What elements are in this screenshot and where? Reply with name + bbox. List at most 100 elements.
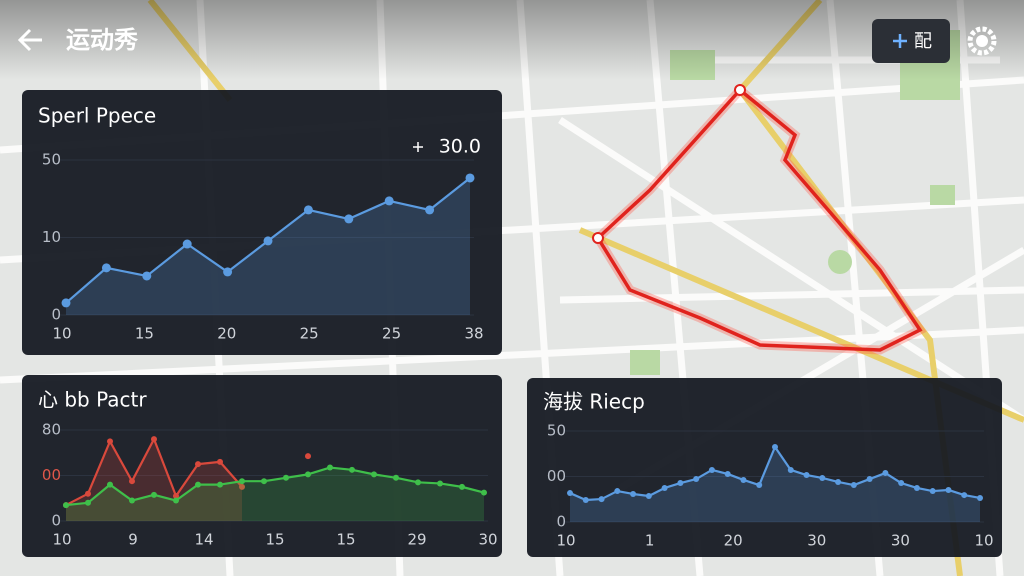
data-point bbox=[239, 478, 245, 485]
data-point bbox=[708, 466, 715, 473]
data-point bbox=[61, 298, 71, 308]
data-point bbox=[261, 478, 267, 485]
data-point bbox=[107, 481, 113, 488]
data-point bbox=[567, 490, 573, 497]
data-point bbox=[371, 471, 377, 478]
x-label: 38 bbox=[464, 325, 483, 343]
data-point bbox=[598, 496, 605, 503]
data-point bbox=[945, 486, 952, 493]
data-point bbox=[384, 196, 394, 206]
badge-value: 30.0 bbox=[439, 136, 481, 158]
series-area bbox=[66, 177, 470, 315]
x-label: 30 bbox=[478, 531, 497, 549]
data-point bbox=[850, 482, 857, 489]
data-point bbox=[85, 490, 91, 497]
data-point bbox=[344, 214, 354, 224]
data-point bbox=[437, 480, 443, 487]
settings-button[interactable] bbox=[967, 26, 997, 56]
series-line bbox=[65, 466, 485, 507]
chart-title: 心 bb Pactr bbox=[38, 388, 147, 412]
chart-card bbox=[22, 90, 502, 355]
x-label: 10 bbox=[974, 532, 993, 550]
y-label: 10 bbox=[42, 228, 61, 246]
x-label: 10 bbox=[556, 532, 575, 550]
data-point bbox=[882, 470, 889, 477]
x-label: 29 bbox=[407, 531, 426, 549]
data-point bbox=[819, 474, 826, 481]
x-label: 15 bbox=[336, 531, 355, 549]
y-label: 00 bbox=[547, 467, 566, 485]
y-label: 0 bbox=[556, 513, 566, 531]
series-area bbox=[66, 467, 484, 521]
app-title: 运动秀 bbox=[66, 26, 138, 54]
data-point bbox=[645, 492, 652, 499]
data-point bbox=[283, 474, 289, 481]
data-point bbox=[481, 489, 487, 496]
x-label: 20 bbox=[217, 325, 236, 343]
settings-center bbox=[976, 35, 988, 47]
x-label: 15 bbox=[135, 325, 154, 343]
badge-plus bbox=[413, 142, 423, 152]
x-label: 1 bbox=[645, 532, 655, 550]
data-point bbox=[898, 480, 905, 487]
x-label: 15 bbox=[265, 531, 284, 549]
data-point bbox=[239, 483, 245, 490]
route-marker bbox=[592, 232, 604, 244]
data-point bbox=[961, 492, 968, 499]
data-point bbox=[182, 239, 192, 249]
data-point bbox=[803, 472, 810, 479]
data-point bbox=[459, 483, 465, 490]
data-point bbox=[305, 471, 311, 478]
data-point bbox=[101, 263, 111, 273]
x-label: 10 bbox=[52, 325, 71, 343]
route bbox=[595, 87, 923, 352]
data-point bbox=[929, 488, 936, 495]
x-label: 30 bbox=[807, 532, 826, 550]
series-area bbox=[570, 447, 980, 522]
data-point bbox=[835, 478, 842, 485]
data-point bbox=[614, 488, 621, 495]
data-point bbox=[142, 271, 152, 281]
data-point bbox=[415, 479, 421, 486]
y-label: 0 bbox=[51, 512, 61, 530]
x-label: 9 bbox=[128, 531, 138, 549]
y-label: 0 bbox=[51, 306, 61, 324]
data-point bbox=[303, 205, 313, 215]
data-point bbox=[327, 464, 333, 471]
data-point bbox=[195, 461, 201, 468]
chart-card bbox=[527, 378, 1002, 557]
add-button[interactable] bbox=[872, 19, 950, 63]
data-point bbox=[129, 497, 135, 504]
data-point bbox=[217, 458, 223, 465]
data-point bbox=[693, 476, 700, 483]
back-button[interactable] bbox=[17, 28, 42, 52]
data-point bbox=[977, 494, 983, 501]
data-point bbox=[913, 484, 920, 491]
y-label: 80 bbox=[42, 421, 61, 439]
data-point bbox=[756, 482, 763, 489]
x-label: 20 bbox=[724, 532, 743, 550]
data-point bbox=[305, 453, 311, 460]
data-point bbox=[677, 480, 684, 487]
data-point bbox=[263, 236, 273, 246]
chart-title: Sperl Ppece bbox=[38, 104, 156, 128]
data-point bbox=[217, 481, 223, 488]
data-point bbox=[173, 497, 179, 504]
data-point bbox=[866, 476, 873, 483]
data-point bbox=[151, 491, 157, 498]
x-label: 10 bbox=[52, 531, 71, 549]
series-area bbox=[66, 439, 242, 521]
y-label: 50 bbox=[547, 422, 566, 440]
chart-card bbox=[22, 375, 502, 557]
top-shade bbox=[0, 0, 1024, 80]
data-point bbox=[661, 484, 668, 491]
data-point bbox=[425, 205, 435, 215]
data-point bbox=[787, 466, 794, 473]
data-point bbox=[107, 438, 113, 445]
plus-icon bbox=[893, 34, 907, 48]
data-point bbox=[63, 502, 69, 509]
y-label: 50 bbox=[42, 151, 61, 169]
data-point bbox=[630, 490, 637, 497]
